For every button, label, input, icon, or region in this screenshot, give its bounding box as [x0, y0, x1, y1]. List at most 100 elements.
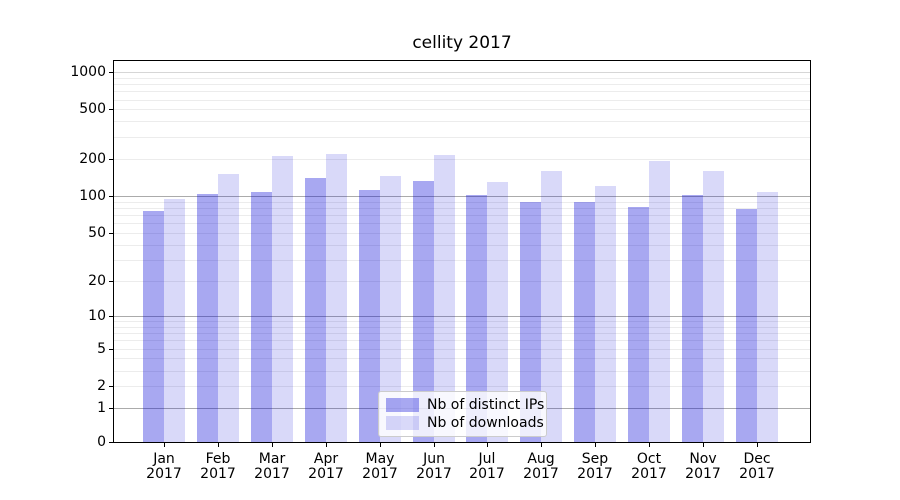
grid-minor-line: [114, 233, 810, 234]
legend-swatch-downloads: [386, 416, 419, 430]
grid-minor-line: [114, 100, 810, 101]
y-tick: [109, 316, 113, 317]
x-tick: [272, 443, 273, 447]
grid-minor-line: [114, 109, 810, 110]
bar-downloads: [164, 199, 185, 442]
x-tick-month: Sep: [581, 451, 609, 467]
x-tick-label: Apr 2017: [296, 452, 356, 482]
legend-item-downloads: Nb of downloads: [386, 415, 544, 431]
grid-minor-line: [114, 137, 810, 138]
y-tick-label: 1: [97, 400, 106, 416]
bar-downloads: [218, 174, 239, 442]
x-tick-month: Jun: [423, 451, 445, 467]
bar-distinct-ips: [305, 178, 326, 442]
bar-distinct-ips: [251, 192, 272, 442]
grid-minor-line: [114, 386, 810, 387]
x-tick-label: May 2017: [350, 452, 410, 482]
x-tick-year: 2017: [685, 466, 721, 482]
y-tick-label: 2: [97, 378, 106, 394]
bar-distinct-ips: [520, 202, 541, 442]
grid-minor-line: [114, 91, 810, 92]
bar-distinct-ips: [143, 211, 164, 442]
legend: Nb of distinct IPs Nb of downloads: [378, 391, 547, 437]
x-tick-month: Jan: [153, 451, 175, 467]
y-tick-label: 500: [79, 101, 106, 117]
bar-distinct-ips: [574, 202, 595, 442]
y-tick-label: 0: [97, 434, 106, 450]
y-tick: [109, 386, 113, 387]
x-tick-year: 2017: [146, 466, 182, 482]
x-tick-label: Feb 2017: [188, 452, 248, 482]
x-tick-label: Oct 2017: [619, 452, 679, 482]
bar-distinct-ips: [628, 207, 649, 442]
bar-distinct-ips: [197, 194, 218, 442]
x-tick-label: Aug 2017: [511, 452, 571, 482]
x-tick-month: Nov: [689, 451, 717, 467]
x-tick: [218, 443, 219, 447]
grid-mid-line: [114, 72, 810, 73]
plot-area: [113, 60, 811, 443]
x-tick-month: Jul: [478, 451, 496, 467]
bar-downloads: [595, 186, 616, 442]
y-tick-label: 100: [79, 188, 106, 204]
bar-downloads: [380, 176, 401, 442]
x-tick-year: 2017: [469, 466, 505, 482]
bar-downloads: [757, 192, 778, 442]
y-tick: [109, 408, 113, 409]
x-tick: [434, 443, 435, 447]
grid-minor-line: [114, 202, 810, 203]
bar-downloads: [649, 161, 670, 442]
x-tick: [326, 443, 327, 447]
x-tick-year: 2017: [577, 466, 613, 482]
grid-minor-line: [114, 159, 810, 160]
y-tick-label: 50: [88, 225, 106, 241]
x-tick: [487, 443, 488, 447]
y-tick-label: 10: [88, 308, 106, 324]
x-tick-year: 2017: [254, 466, 290, 482]
grid-minor-line: [114, 340, 810, 341]
bar-distinct-ips: [736, 209, 757, 442]
y-tick: [109, 159, 113, 160]
x-tick-label: Dec 2017: [727, 452, 787, 482]
x-tick-year: 2017: [308, 466, 344, 482]
grid-minor-line: [114, 223, 810, 224]
grid-minor-line: [114, 121, 810, 122]
bar-downloads: [703, 171, 724, 442]
grid-major-line: [114, 196, 810, 197]
bar-downloads: [434, 155, 455, 442]
legend-item-distinct-ips: Nb of distinct IPs: [386, 397, 544, 413]
legend-swatch-distinct-ips: [386, 398, 419, 412]
grid-minor-line: [114, 333, 810, 334]
x-tick-month: Aug: [527, 451, 555, 467]
grid-minor-line: [114, 371, 810, 372]
x-tick-year: 2017: [416, 466, 452, 482]
grid-minor-line: [114, 260, 810, 261]
bar-distinct-ips: [359, 190, 380, 442]
grid-minor-line: [114, 215, 810, 216]
x-tick: [757, 443, 758, 447]
x-tick-label: Jun 2017: [404, 452, 464, 482]
bar-downloads: [272, 156, 293, 442]
x-tick-year: 2017: [739, 466, 775, 482]
x-tick-month: Oct: [636, 451, 662, 467]
x-tick: [649, 443, 650, 447]
bar-downloads: [487, 182, 508, 442]
x-tick-year: 2017: [362, 466, 398, 482]
legend-label-distinct-ips: Nb of distinct IPs: [427, 397, 545, 413]
x-tick-label: Jan 2017: [134, 452, 194, 482]
x-tick-month: May: [365, 451, 395, 467]
y-tick-label: 5: [97, 341, 106, 357]
y-tick-label: 20: [88, 273, 106, 289]
grid-minor-line: [114, 321, 810, 322]
x-tick: [380, 443, 381, 447]
grid-minor-line: [114, 281, 810, 282]
grid-minor-line: [114, 245, 810, 246]
chart-title: cellity 2017: [412, 33, 512, 53]
grid-minor-line: [114, 327, 810, 328]
x-tick: [703, 443, 704, 447]
x-tick-label: Mar 2017: [242, 452, 302, 482]
y-tick-label: 1000: [70, 64, 106, 80]
x-tick: [164, 443, 165, 447]
grid-minor-line: [114, 349, 810, 350]
